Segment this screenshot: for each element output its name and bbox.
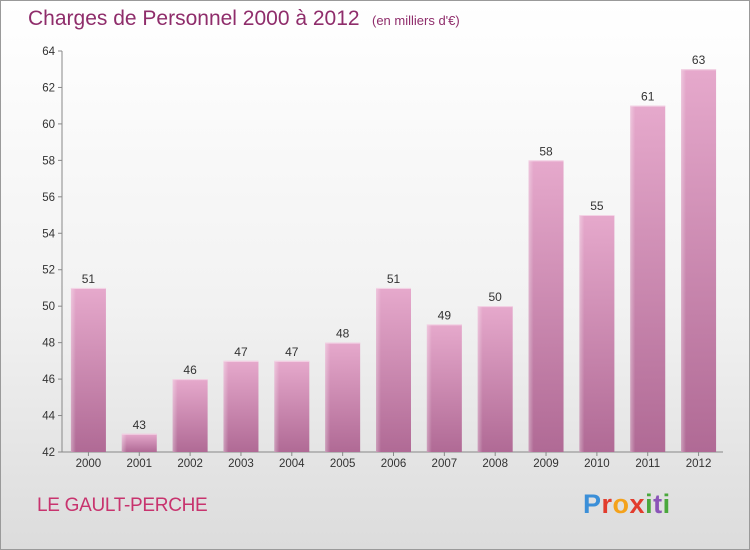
bar-group: 46	[172, 363, 208, 452]
bar-group: 51	[70, 272, 106, 452]
y-tick-label: 52	[42, 265, 55, 277]
bar	[477, 306, 513, 452]
x-tick-label: 2003	[228, 458, 254, 470]
bar-value-label: 51	[387, 272, 401, 286]
bar-group: 55	[579, 199, 615, 452]
bar-group: 43	[121, 418, 157, 452]
bar-highlight	[528, 160, 534, 452]
logo-letter: i	[662, 489, 671, 519]
y-tick-label: 64	[42, 46, 55, 58]
bar-highlight	[477, 306, 483, 452]
bar-group: 49	[426, 308, 462, 452]
bar-group: 58	[528, 144, 564, 452]
bar-highlight	[274, 360, 280, 452]
y-tick-label: 62	[42, 82, 55, 94]
bar-group: 47	[274, 345, 310, 452]
x-tick-label: 2001	[126, 458, 152, 470]
x-tick-label: 2000	[76, 458, 102, 470]
bar-value-label: 51	[82, 272, 96, 286]
x-tick-label: 2006	[381, 458, 407, 470]
logo-letter: t	[653, 489, 663, 519]
bar	[70, 287, 106, 452]
x-tick-label: 2010	[584, 458, 610, 470]
bar-group: 51	[376, 272, 411, 452]
x-tick-label: 2005	[330, 458, 356, 470]
chart-subtitle: (en milliers d'€)	[372, 13, 460, 28]
y-tick-label: 48	[42, 338, 55, 350]
x-tick-label: 2012	[686, 458, 712, 470]
x-tick-label: 2004	[279, 458, 305, 470]
bar-group: 47	[223, 345, 259, 452]
y-tick-label: 50	[42, 301, 55, 313]
bar-value-label: 48	[336, 327, 350, 341]
bar-group: 61	[630, 90, 666, 452]
bar-value-label: 47	[285, 345, 299, 359]
bar-highlight	[325, 342, 331, 452]
x-tick-label: 2007	[432, 458, 458, 470]
logo-letter: P	[583, 489, 602, 519]
bar-highlight	[121, 433, 127, 452]
chart-bars: 51 43 46 47 47 48 51 49 50 58 55 61 63	[70, 53, 717, 453]
logo-letter: r	[601, 489, 613, 519]
bar-value-label: 58	[539, 144, 553, 158]
x-tick-label: 2008	[482, 458, 508, 470]
bar-highlight	[579, 215, 585, 452]
y-tick-label: 56	[42, 192, 55, 204]
bar-highlight	[172, 379, 178, 452]
bar-highlight	[70, 287, 76, 452]
proxiti-logo: Proxiti	[583, 489, 671, 520]
bar	[223, 360, 259, 452]
bar	[274, 360, 310, 452]
x-tick-label: 2009	[533, 458, 559, 470]
bar	[630, 105, 666, 452]
bar	[426, 324, 462, 452]
y-tick-label: 60	[42, 119, 55, 131]
bar	[325, 342, 361, 452]
bar	[121, 433, 157, 452]
y-tick-label: 44	[42, 411, 55, 423]
logo-letter: o	[612, 489, 630, 519]
bar-highlight	[426, 324, 432, 452]
chart-title: Charges de Personnel 2000 à 2012	[28, 7, 360, 30]
bar-highlight	[681, 69, 687, 453]
logo-letter: x	[629, 489, 646, 519]
logo-letter: i	[645, 489, 654, 519]
bar-value-label: 47	[234, 345, 248, 359]
y-tick-label: 58	[42, 155, 55, 167]
bar-value-label: 46	[183, 363, 197, 377]
bar-highlight	[223, 360, 229, 452]
bar-value-label: 50	[489, 290, 503, 304]
bar-value-label: 61	[641, 90, 655, 104]
bar	[376, 287, 411, 452]
bar-group: 50	[477, 290, 513, 452]
bar	[579, 215, 615, 452]
bar-value-label: 43	[133, 418, 147, 432]
bar	[528, 160, 564, 452]
bar	[681, 69, 717, 453]
bar-group: 48	[325, 327, 361, 452]
bar-highlight	[630, 105, 636, 452]
y-tick-label: 46	[42, 374, 55, 386]
bar-value-label: 55	[590, 199, 604, 213]
bar-group: 63	[681, 53, 717, 453]
place-name: LE GAULT-PERCHE	[37, 495, 208, 516]
bar-highlight	[376, 287, 381, 452]
bar-value-label: 63	[692, 53, 706, 67]
y-tick-label: 54	[42, 228, 55, 240]
y-tick-label: 42	[42, 447, 55, 459]
bar-value-label: 49	[438, 308, 452, 322]
bar	[172, 379, 208, 452]
x-tick-label: 2011	[635, 458, 660, 470]
x-tick-label: 2002	[177, 458, 203, 470]
